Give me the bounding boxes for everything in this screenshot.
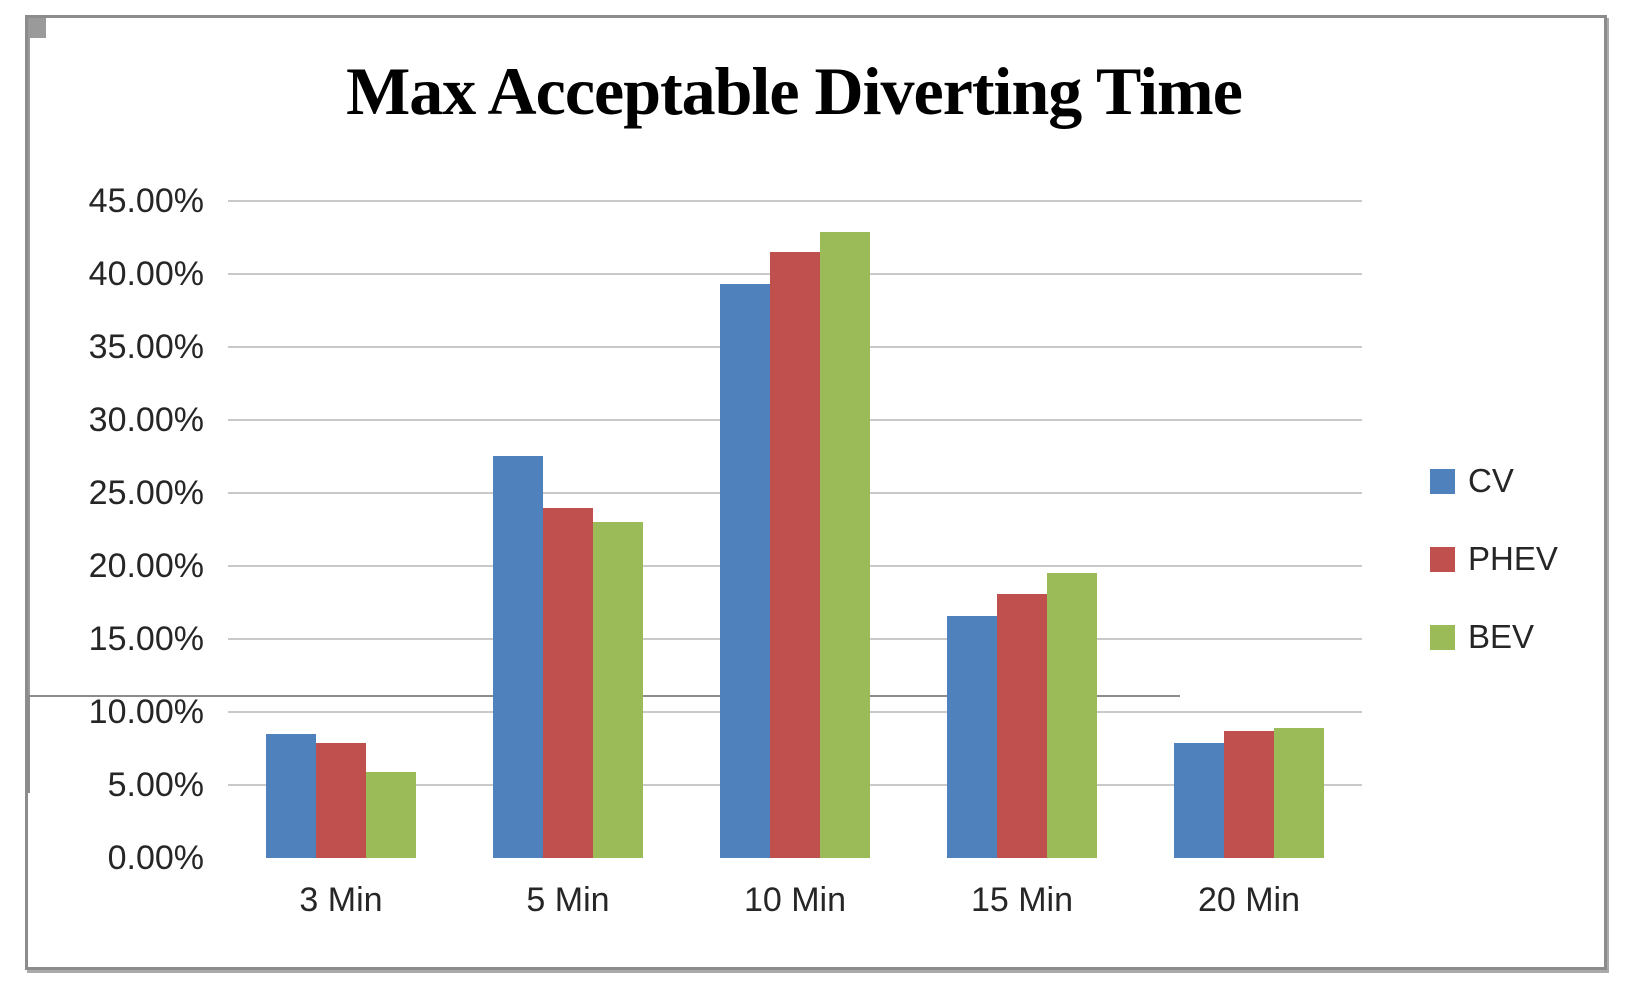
y-tick — [28, 26, 46, 28]
bar-phev-5min — [543, 508, 593, 858]
gridline — [228, 200, 1362, 202]
legend-row: PHEV — [1430, 542, 1558, 576]
legend-label-phev: PHEV — [1468, 540, 1558, 577]
bar-bev-15min — [1047, 573, 1097, 858]
bar-phev-15min — [997, 594, 1047, 858]
y-tick — [28, 36, 46, 38]
legend-row: BEV — [1430, 620, 1534, 654]
y-tick-label: 45.00% — [88, 182, 204, 220]
y-axis-line — [28, 38, 30, 695]
bar-phev-10min — [770, 252, 820, 858]
chart-frame: Max Acceptable Diverting Time 45.00% 40.0… — [25, 15, 1607, 970]
y-tick-label: 5.00% — [107, 766, 204, 804]
x-tick-label: 15 Min — [970, 881, 1074, 919]
y-tick — [28, 34, 46, 36]
bar-bev-10min — [820, 232, 870, 858]
y-tick-label: 35.00% — [88, 328, 204, 366]
legend-swatch-phev — [1430, 546, 1455, 572]
y-tick — [28, 28, 46, 30]
legend-swatch-bev — [1430, 624, 1455, 650]
y-tick-label: 10.00% — [88, 693, 204, 731]
x-tick-label: 20 Min — [1197, 881, 1301, 919]
x-tick — [28, 729, 30, 745]
x-tick-label: 3 Min — [299, 881, 383, 919]
legend-label-cv: CV — [1468, 462, 1514, 499]
bar-bev-5min — [593, 522, 643, 858]
legend-label-bev: BEV — [1468, 618, 1535, 655]
y-tick — [28, 22, 46, 24]
x-tick — [28, 761, 30, 777]
bar-cv-20min — [1174, 743, 1224, 858]
bar-phev-3min — [316, 743, 366, 858]
x-tick — [28, 697, 30, 713]
bar-cv-3min — [266, 734, 316, 858]
bar-cv-5min — [493, 456, 543, 858]
y-tick — [28, 32, 46, 34]
x-tick-label: 10 Min — [743, 881, 847, 919]
bar-bev-3min — [366, 772, 416, 858]
y-tick-label: 25.00% — [88, 474, 204, 512]
y-tick — [28, 24, 46, 26]
y-tick-label: 15.00% — [88, 620, 204, 658]
chart-layer: 45.00% 40.00% 35.00% 30.00% 25.00% 20.00% 15.0… — [28, 18, 1604, 967]
bar-cv-15min — [947, 616, 997, 858]
bar-cv-10min — [720, 284, 770, 858]
y-tick — [28, 18, 46, 20]
y-tick — [28, 20, 46, 22]
x-tick — [28, 777, 30, 793]
legend-swatch-cv — [1430, 468, 1455, 494]
bar-phev-20min — [1224, 731, 1274, 858]
bar-bev-20min — [1274, 728, 1324, 858]
y-tick-label: 0.00% — [107, 839, 204, 877]
y-tick-label: 30.00% — [88, 401, 204, 439]
y-tick — [28, 30, 46, 32]
x-tick-label: 5 Min — [526, 881, 610, 919]
y-tick-label: 40.00% — [88, 255, 204, 293]
legend-row: CV — [1430, 464, 1514, 498]
chart-title: Max Acceptable Diverting Time — [346, 53, 1243, 129]
x-tick — [28, 745, 30, 761]
x-tick — [28, 713, 30, 729]
y-tick-label: 20.00% — [88, 547, 204, 585]
